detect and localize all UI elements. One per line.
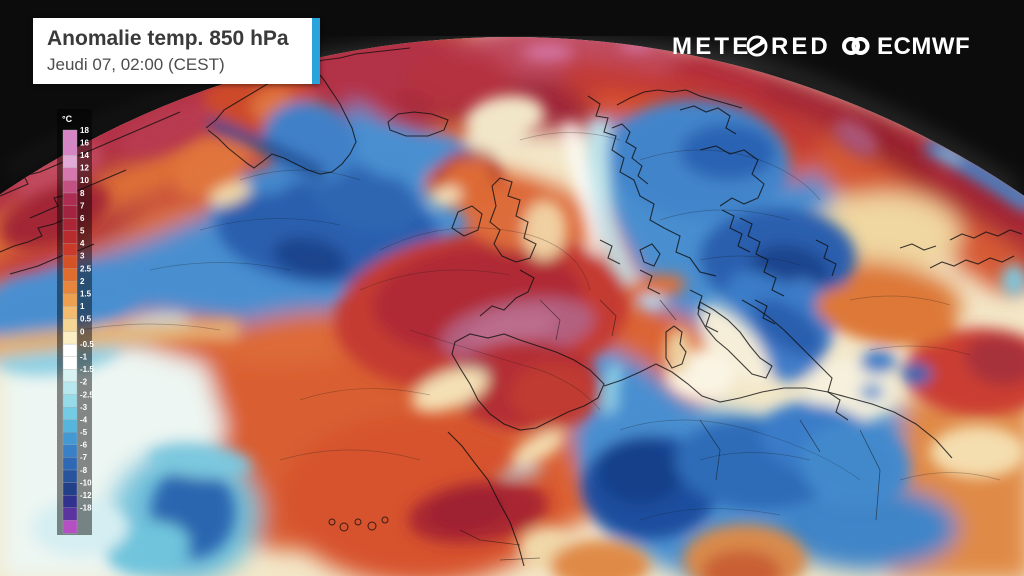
svg-text:-18: -18 xyxy=(80,504,92,513)
svg-text:-6: -6 xyxy=(80,441,88,450)
svg-text:14: 14 xyxy=(80,151,89,160)
svg-text:2: 2 xyxy=(80,277,85,286)
svg-text:16: 16 xyxy=(80,138,89,147)
svg-text:-1: -1 xyxy=(80,353,88,362)
svg-text:1.5: 1.5 xyxy=(80,290,92,299)
svg-text:RED: RED xyxy=(771,33,831,60)
svg-text:0: 0 xyxy=(80,327,85,336)
svg-text:18: 18 xyxy=(80,126,89,135)
svg-text:4: 4 xyxy=(80,239,85,248)
svg-text:-10: -10 xyxy=(80,478,92,487)
svg-text:7: 7 xyxy=(80,201,85,210)
svg-text:2.5: 2.5 xyxy=(80,264,92,273)
svg-text:°C: °C xyxy=(62,114,73,124)
svg-text:1: 1 xyxy=(80,302,85,311)
svg-text:0.5: 0.5 xyxy=(80,315,92,324)
svg-text:-2: -2 xyxy=(80,378,88,387)
svg-text:10: 10 xyxy=(80,176,89,185)
svg-text:-0.5: -0.5 xyxy=(80,340,94,349)
svg-text:-5: -5 xyxy=(80,428,88,437)
svg-text:METE: METE xyxy=(672,33,751,60)
svg-text:-3: -3 xyxy=(80,403,88,412)
svg-text:3: 3 xyxy=(80,252,85,261)
svg-text:-8: -8 xyxy=(80,466,88,475)
svg-text:8: 8 xyxy=(80,189,85,198)
svg-text:-12: -12 xyxy=(80,491,92,500)
svg-text:6: 6 xyxy=(80,214,85,223)
svg-text:-1.5: -1.5 xyxy=(80,365,94,374)
svg-text:-4: -4 xyxy=(80,416,88,425)
svg-text:ECMWF: ECMWF xyxy=(877,33,970,60)
svg-text:-7: -7 xyxy=(80,453,88,462)
svg-text:5: 5 xyxy=(80,227,85,236)
svg-text:12: 12 xyxy=(80,164,89,173)
svg-text:-2.5: -2.5 xyxy=(80,390,94,399)
